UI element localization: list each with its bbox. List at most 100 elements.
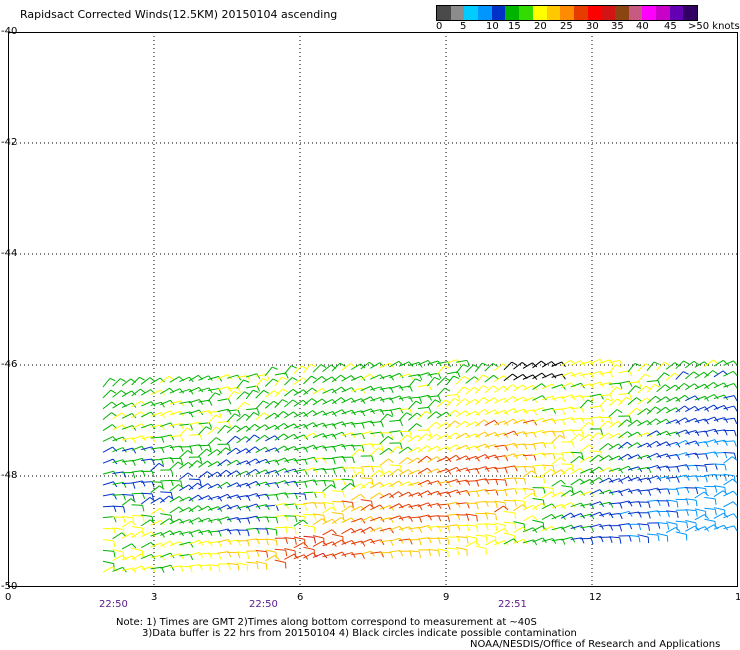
wind-barb: [322, 445, 334, 449]
wind-barb: [312, 445, 324, 450]
wind-barb: [542, 464, 554, 467]
wind-barb: [331, 533, 343, 538]
wind-barb: [121, 412, 133, 419]
wind-barb: [494, 522, 506, 526]
wind-barb: [312, 467, 324, 471]
wind-barb-tick: [122, 459, 127, 466]
wind-barb-tick: [733, 395, 738, 402]
wind-barb: [417, 411, 426, 420]
wind-barb-tick: [418, 551, 421, 558]
wind-barb: [131, 470, 143, 473]
wind-barb: [484, 512, 496, 515]
legend-swatch: [546, 6, 561, 20]
wind-barb-tick: [428, 384, 432, 391]
wind-barb-tick: [638, 489, 643, 495]
legend-swatch: [491, 6, 506, 20]
wind-barb: [713, 485, 725, 488]
wind-barb: [341, 421, 353, 426]
wind-barb-tick: [562, 408, 566, 415]
wind-barb: [379, 539, 391, 543]
wind-barb-tick: [435, 421, 442, 426]
wind-barb: [370, 362, 380, 369]
wind-barb: [608, 502, 620, 505]
wind-barb-tick: [542, 430, 547, 436]
wind-barb-tick: [352, 457, 355, 464]
wind-barb-tick: [332, 553, 337, 560]
wind-barb: [274, 502, 286, 507]
wind-barb: [494, 420, 505, 426]
wind-barb-tick: [415, 400, 422, 405]
wind-barb-tick: [323, 492, 326, 499]
wind-barb-tick: [246, 483, 251, 489]
wind-barb: [284, 458, 296, 462]
wind-barb: [284, 377, 293, 386]
wind-barb-tick: [599, 489, 605, 495]
wind-barb: [179, 461, 189, 470]
wind-barb: [494, 505, 504, 513]
wind-barb: [465, 524, 477, 527]
wind-barb: [360, 465, 372, 468]
wind-barb: [207, 414, 216, 424]
wind-barb: [513, 384, 523, 392]
wind-barb-tick: [457, 549, 460, 556]
wind-barb: [646, 361, 655, 372]
legend-swatch: [642, 6, 656, 20]
wind-barb-tick: [256, 408, 260, 415]
wind-barb: [341, 482, 351, 491]
wind-barb: [560, 502, 572, 508]
legend-swatch: [437, 6, 451, 20]
wind-barb-tick: [457, 536, 460, 543]
wind-barb-tick: [628, 500, 633, 507]
wind-barb: [255, 412, 265, 421]
wind-barb: [350, 448, 360, 458]
wind-barb: [379, 470, 390, 477]
wind-barb: [618, 510, 630, 515]
wind-barb: [274, 480, 286, 485]
wind-barb-tick: [387, 413, 393, 418]
wind-barb: [608, 382, 620, 385]
wind-barb: [417, 406, 429, 410]
wind-barb: [360, 477, 372, 480]
wind-barb-tick: [408, 481, 414, 487]
wind-barb-tick: [474, 398, 480, 404]
wind-barb: [608, 478, 620, 483]
wind-barb: [570, 394, 582, 399]
wind-barb-tick: [397, 446, 403, 451]
wind-barb-tick: [293, 423, 299, 429]
wind-barb: [322, 468, 334, 471]
wind-barb: [675, 531, 687, 535]
wind-barb-tick: [551, 503, 557, 509]
wind-barb: [322, 376, 333, 383]
wind-barb-tick: [304, 446, 309, 453]
wind-barb-tick: [635, 407, 642, 412]
wind-barb: [236, 375, 248, 379]
wind-barb: [160, 479, 172, 482]
wind-barb-tick: [571, 452, 575, 459]
wind-barb: [589, 450, 601, 453]
wind-barb-tick: [351, 387, 356, 393]
wind-barb-tick: [492, 385, 499, 390]
wind-barb-tick: [570, 382, 576, 388]
wind-barb: [150, 481, 162, 483]
wind-barb-tick: [379, 504, 385, 510]
wind-barb: [408, 423, 417, 432]
wind-barb: [656, 396, 667, 404]
wind-barb-tick: [149, 496, 155, 502]
wind-barb: [494, 540, 505, 546]
wind-barb: [312, 513, 324, 516]
wind-barb-tick: [456, 501, 461, 508]
wind-barb: [389, 430, 401, 433]
wind-barb-tick: [543, 477, 546, 484]
wind-barb-tick: [606, 398, 613, 402]
wind-barb: [179, 541, 191, 546]
wind-barb-tick: [418, 397, 423, 403]
wind-barb-tick: [406, 412, 412, 416]
wind-barb-tick: [389, 374, 394, 381]
wind-barb-tick: [732, 501, 738, 507]
wind-barb-tick: [196, 460, 203, 465]
wind-barb-tick: [170, 445, 175, 451]
wind-barb-tick: [665, 406, 671, 412]
wind-barb-tick: [109, 377, 116, 382]
wind-barb: [580, 372, 592, 376]
wind-barb: [303, 364, 311, 374]
